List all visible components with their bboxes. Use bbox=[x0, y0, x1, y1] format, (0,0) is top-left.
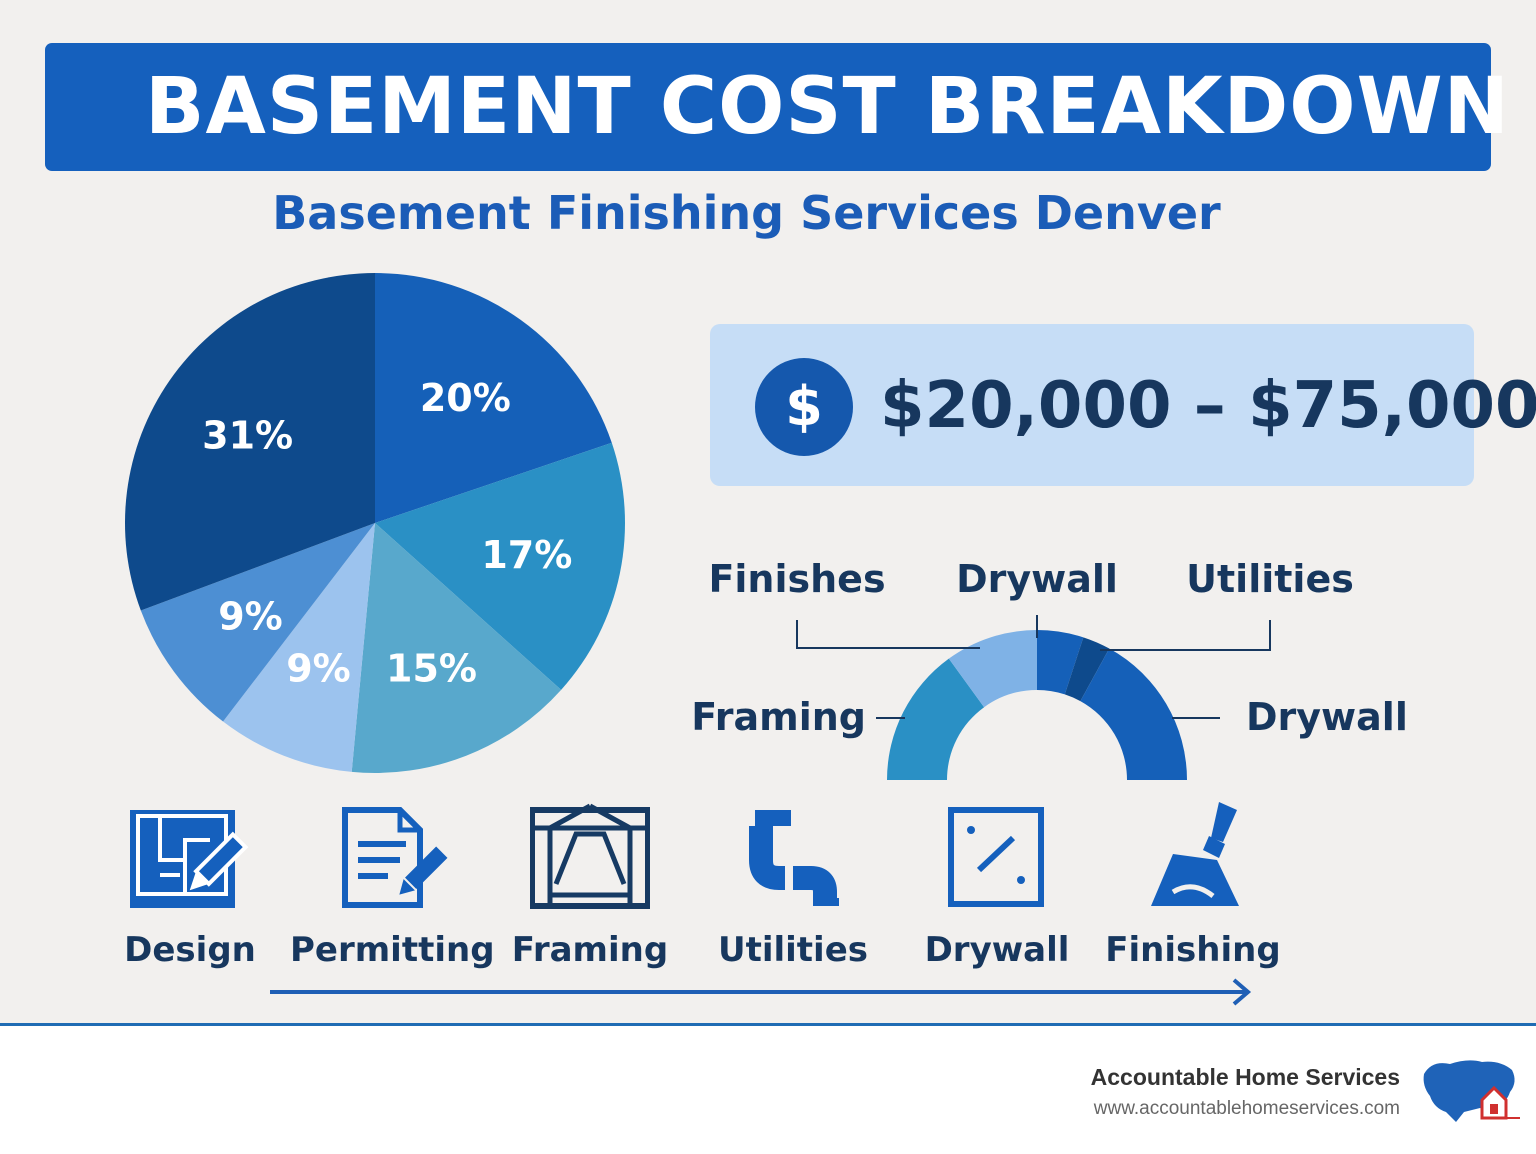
pie-slice-label: 17% bbox=[481, 533, 572, 577]
step-finishing: Finishing bbox=[1093, 800, 1293, 970]
step-label: Drywall bbox=[924, 930, 1070, 970]
frame-icon bbox=[529, 803, 651, 909]
gauge-label: Utilities bbox=[1186, 557, 1354, 601]
price-range-box: $ $20,000 – $75,000 bbox=[710, 324, 1536, 486]
gauge-label: Framing bbox=[691, 695, 866, 739]
cost-pie-chart: 20% 17% 15% 9%9% 31% bbox=[124, 273, 625, 773]
process-arrow bbox=[270, 978, 1252, 1006]
step-label: Utilities bbox=[717, 930, 869, 970]
gauge-label: Drywall bbox=[1246, 695, 1408, 739]
gauge-segment bbox=[1080, 648, 1187, 780]
gauge-leader-line bbox=[796, 620, 980, 649]
step-label: Finishing bbox=[1105, 930, 1281, 970]
page-subtitle: Basement Finishing Services Denver bbox=[272, 186, 1221, 240]
company-name: Accountable Home Services bbox=[1090, 1064, 1400, 1090]
title-banner: BASEMENT COST BREAKDOWN bbox=[45, 43, 1510, 171]
gauge-label: Drywall bbox=[956, 557, 1118, 601]
process-steps: Design Permitting Framing Utilities bbox=[0, 800, 1536, 1020]
gauge-label: Finishes bbox=[708, 557, 885, 601]
step-design: Design bbox=[90, 800, 290, 970]
step-framing: Framing bbox=[490, 800, 690, 970]
footer: Accountable Home Services www.accountabl… bbox=[0, 1026, 1536, 1154]
step-drywall: Drywall bbox=[897, 800, 1097, 970]
cost-gauge-chart: Finishes Drywall Utilities Framing Drywall bbox=[691, 557, 1408, 780]
document-pencil-icon bbox=[342, 807, 448, 908]
footer-divider bbox=[0, 1023, 1536, 1026]
pie-slice-label: 9% bbox=[218, 594, 283, 638]
pie-slice bbox=[124, 273, 375, 611]
price-range: $20,000 – $75,000 bbox=[880, 369, 1536, 443]
pie-slice bbox=[223, 523, 375, 772]
pie-slice bbox=[375, 273, 612, 523]
company-website: www.accountablehomeservices.com bbox=[1093, 1098, 1400, 1119]
blueprint-pencil-icon bbox=[130, 810, 249, 908]
page-title: BASEMENT COST BREAKDOWN bbox=[145, 62, 1510, 152]
pie-slice-label: 20% bbox=[420, 376, 511, 420]
dollar-icon: $ bbox=[755, 358, 853, 456]
pie-slice bbox=[351, 523, 562, 773]
step-permitting: Permitting bbox=[290, 800, 495, 970]
step-label: Permitting bbox=[290, 930, 495, 970]
gauge-segment bbox=[1064, 637, 1110, 702]
gauge-leader-line bbox=[1100, 620, 1271, 651]
pie-slice bbox=[375, 442, 625, 690]
step-utilities: Utilities bbox=[693, 800, 893, 970]
pie-slice-label: 9% bbox=[286, 646, 351, 690]
gauge-segment bbox=[887, 658, 985, 780]
step-label: Framing bbox=[511, 930, 669, 970]
pie-slice-label: 15% bbox=[386, 646, 477, 690]
trowel-icon bbox=[1151, 802, 1239, 906]
pie-slice-label: 31% bbox=[202, 414, 293, 458]
pipe-icon bbox=[749, 810, 839, 906]
company-logo-icon bbox=[1423, 1060, 1520, 1122]
drywall-panel-icon bbox=[948, 807, 1044, 907]
pie-slice bbox=[140, 523, 375, 722]
step-label: Design bbox=[124, 930, 256, 970]
gauge-segment bbox=[1037, 630, 1084, 695]
gauge-segment bbox=[948, 630, 1037, 708]
